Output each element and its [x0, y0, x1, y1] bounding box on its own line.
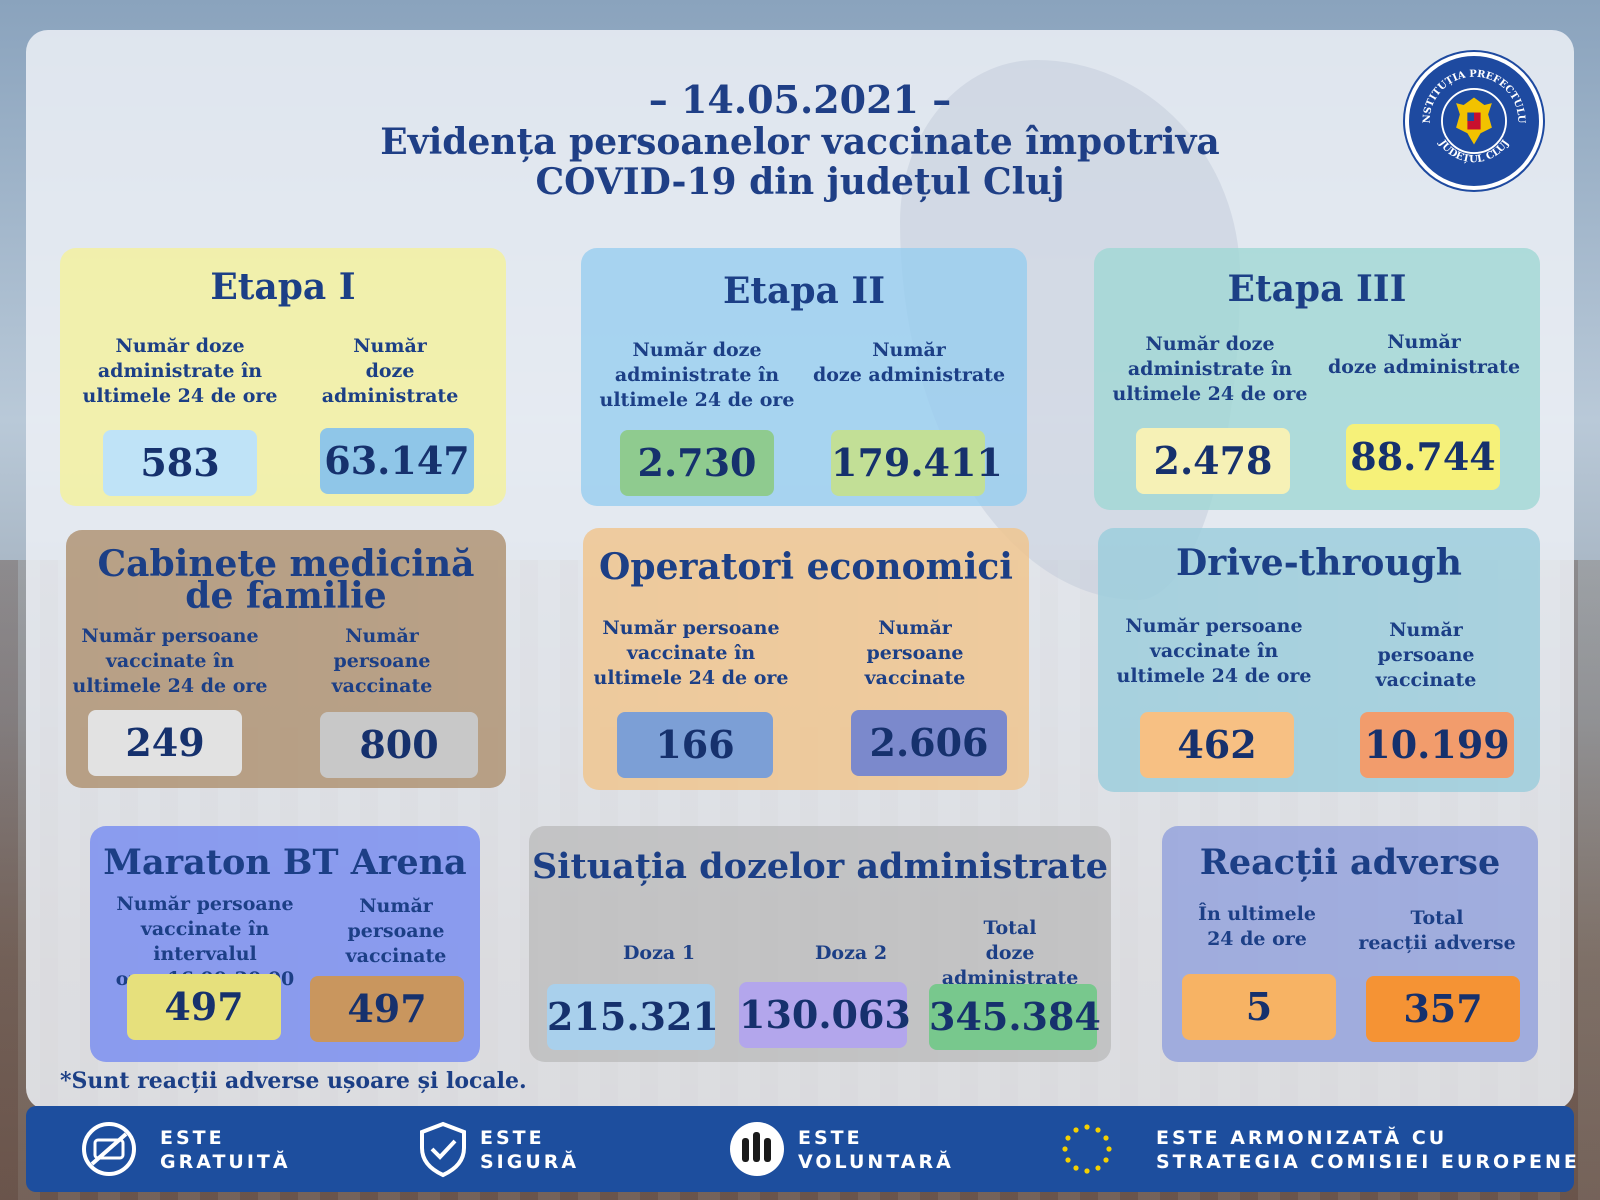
card-maraton-bt-arena: Maraton BT Arena Număr persoane vaccinate…	[90, 826, 480, 1062]
footer-item-free: ESTE GRATUITĂ	[80, 1106, 380, 1192]
label-reactions-total: Total reacții adverse	[1358, 907, 1516, 954]
value-persons-24h: 249	[88, 710, 242, 776]
free-icon	[80, 1120, 138, 1178]
card-etapa-3: Etapa III Număr doze administrate în ultim…	[1094, 248, 1540, 510]
page-title-line1: Evidența persoanelor vaccinate împotriva	[380, 121, 1220, 163]
footer-item-safe: ESTE SIGURĂ	[414, 1106, 714, 1192]
card-title: Drive-through	[1176, 542, 1462, 584]
value-persons-total: 497	[310, 976, 464, 1042]
shield-check-icon	[414, 1120, 472, 1178]
footer-item-line2: SIGURĂ	[480, 1151, 580, 1173]
page-title-line2: COVID-19 din județul Cluj	[535, 161, 1065, 203]
value-reactions-total: 357	[1366, 976, 1520, 1042]
footer-bar: ESTE GRATUITĂ ESTE SIGURĂ ESTE VOLUNTARĂ	[26, 1106, 1577, 1192]
value-doses-24h: 2.478	[1136, 428, 1290, 494]
raised-hands-icon	[728, 1120, 786, 1178]
card-reactii-adverse: Reacții adverse În ultimele 24 de ore Tot…	[1162, 826, 1538, 1062]
label-doses-total: Număr doze administrate	[1327, 331, 1521, 378]
value-doses-24h: 2.730	[620, 430, 774, 496]
report-date: – 14.05.2021 –	[648, 77, 952, 122]
footer-item-line2: VOLUNTARĂ	[798, 1151, 954, 1173]
value-reactions-24h: 5	[1182, 974, 1336, 1040]
footer-item-eu-strategy: ESTE ARMONIZATĂ CU STRATEGIA COMISIEI EU…	[1058, 1106, 1577, 1192]
label-persons-total: Număr persoane vaccinate	[1375, 619, 1477, 691]
card-title: Etapa II	[722, 270, 886, 312]
card-etapa-1: Etapa I Număr doze administrate în ultimel…	[60, 248, 506, 506]
label-total-doses: Total doze administrate	[941, 917, 1079, 989]
footer-item-line1: ESTE	[160, 1127, 225, 1149]
value-persons-total: 10.199	[1360, 712, 1514, 778]
card-etapa-2: Etapa II Număr doze administrate în ultime…	[581, 248, 1027, 506]
card-title: Etapa III	[1227, 268, 1407, 310]
label-doza-2: Doza 2	[814, 942, 888, 964]
card-title: Operatori economici	[599, 546, 1013, 588]
footer-item-line1: ESTE ARMONIZATĂ CU	[1156, 1127, 1448, 1149]
label-persons-total: Număr persoane vaccinate	[864, 617, 966, 689]
value-doses-total: 63.147	[320, 428, 474, 494]
value-persons-total: 800	[320, 712, 478, 778]
card-operatori-economici: Operatori economici Număr persoane vaccin…	[583, 528, 1029, 790]
card-title: Reacții adverse	[1199, 842, 1501, 883]
page-header: – 14.05.2021 – Evidența persoanelor vacc…	[300, 77, 1300, 203]
value-doses-24h: 583	[103, 430, 257, 496]
footnote: *Sunt reacții adverse ușoare și locale.	[60, 1068, 527, 1094]
label-doses-24h: Număr doze administrate în ultimele 24 de …	[82, 335, 278, 407]
value-persons-total: 2.606	[851, 710, 1007, 776]
label-doses-24h: Număr doze administrate în ultimele 24 de …	[599, 339, 795, 411]
value-persons-interval: 497	[127, 974, 281, 1040]
card-situatia-dozelor: Situația dozelor administrate Doza 1 Doz…	[529, 826, 1111, 1062]
card-drive-through: Drive-through Număr persoane vaccinate în…	[1098, 528, 1540, 792]
card-title: Etapa I	[210, 266, 356, 308]
label-doses-total: Număr doze administrate	[812, 339, 1006, 386]
label-doses-total: Număr doze administrate	[321, 335, 459, 407]
label-persons-24h: Număr persoane vaccinate în ultimele 24 de…	[1116, 615, 1312, 687]
footer-item-line2: STRATEGIA COMISIEI EUROPENE	[1156, 1151, 1580, 1173]
footer-item-voluntary: ESTE VOLUNTARĂ	[728, 1106, 1048, 1192]
card-title: Maraton BT Arena	[103, 842, 467, 883]
label-persons-24h: Număr persoane vaccinate în ultimele 24 de…	[72, 625, 268, 697]
label-persons-24h: Număr persoane vaccinate în ultimele 24 de…	[593, 617, 789, 689]
label-doza-1: Doza 1	[622, 942, 696, 964]
footer-item-line2: GRATUITĂ	[160, 1151, 291, 1173]
label-doses-24h: Număr doze administrate în ultimele 24 de …	[1112, 333, 1308, 405]
card-cabinete-medicina-familie: Cabinete medicină de familie Număr persoa…	[66, 530, 506, 788]
value-doses-total: 88.744	[1346, 424, 1500, 490]
card-title: Situația dozelor administrate	[531, 846, 1109, 887]
label-persons-total: Număr persoane vaccinate	[331, 625, 433, 697]
value-doza-1: 215.321	[547, 984, 719, 1050]
value-total-doses: 345.384	[929, 984, 1101, 1050]
label-reactions-24h: În ultimele 24 de ore	[1198, 903, 1316, 950]
value-doza-2: 130.063	[739, 982, 911, 1048]
value-doses-total: 179.411	[831, 430, 1003, 496]
value-persons-24h: 166	[617, 712, 773, 778]
value-persons-24h: 462	[1140, 712, 1294, 778]
footer-item-line1: ESTE	[480, 1127, 545, 1149]
prefecture-logo: INSTITUȚIA PREFECTULUI JUDEȚUL CLUJ	[1405, 48, 1543, 190]
label-persons-total: Număr persoane vaccinate	[345, 895, 447, 967]
footer-item-line1: ESTE	[798, 1127, 863, 1149]
card-title: Cabinete medicină de familie	[97, 543, 475, 617]
eu-stars-icon	[1058, 1120, 1116, 1178]
